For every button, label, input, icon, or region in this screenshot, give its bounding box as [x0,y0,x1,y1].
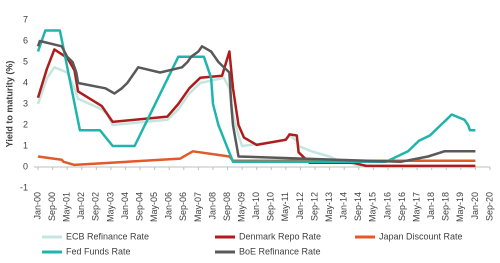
y-tick-label: 0 [23,161,28,171]
legend-label: Japan Discount Rate [379,231,463,241]
x-tick-label: Sep-02 [91,192,101,221]
x-tick-label: Sep-14 [353,192,363,221]
x-tick-label: Sep-04 [134,192,144,221]
x-tick-label: Sep-00 [47,192,57,221]
x-tick-label: May-07 [193,192,203,222]
legend-label: Denmark Repo Rate [239,231,321,241]
x-tick-label: Jan-04 [120,192,130,220]
x-tick-label: May-01 [62,192,72,222]
x-tick-label: Jan-06 [164,192,174,220]
y-tick-label: 3 [23,98,28,108]
x-tick-label: May-15 [368,192,378,222]
x-tick-label: May-05 [149,192,159,222]
x-tick-label: Sep-18 [441,192,451,221]
y-tick-label: 1 [23,140,28,150]
y-tick-label: 7 [23,14,28,24]
line-series [36,66,476,169]
y-tick-label: 2 [23,119,28,129]
x-tick-label: Jan-10 [251,192,261,220]
x-tick-label: Jan-16 [382,192,392,220]
x-tick-label: Sep-20 [484,192,494,221]
x-tick-label: Sep-06 [178,192,188,221]
y-tick-label: 6 [23,35,28,45]
y-tick-label: 4 [23,77,28,87]
legend-label: Fed Funds Rate [66,246,131,256]
x-tick-label: Sep-08 [222,192,232,221]
y-tick-label: 5 [23,56,28,66]
y-tick-label: -1 [20,182,28,192]
line-series [36,48,476,168]
legend-label: BoE Refinance Rate [239,246,321,256]
legend-label: ECB Refinance Rate [66,231,149,241]
x-tick-label: Jan-12 [295,192,305,220]
x-tick-label: Jan-20 [470,192,480,220]
x-tick-label: Jan-14 [339,192,349,220]
x-tick-label: Jan-02 [76,192,86,220]
x-tick-label: Sep-12 [309,192,319,221]
x-tick-label: Sep-16 [397,192,407,221]
x-tick-label: May-03 [105,192,115,222]
x-tick-label: May-19 [455,192,465,222]
x-tick-label: May-11 [280,192,290,221]
x-tick-label: Jan-18 [426,192,436,220]
x-tick-label: Jan-08 [207,192,217,220]
x-tick-label: Sep-10 [266,192,276,221]
x-tick-label: Jan-00 [32,192,42,220]
y-axis-label: Yield to maturity (%) [4,61,14,148]
line-series [36,39,476,164]
x-tick-label: May-13 [324,192,334,222]
x-tick-label: May-17 [411,192,421,222]
x-tick-label: May-09 [237,192,247,222]
line-series [36,29,476,164]
